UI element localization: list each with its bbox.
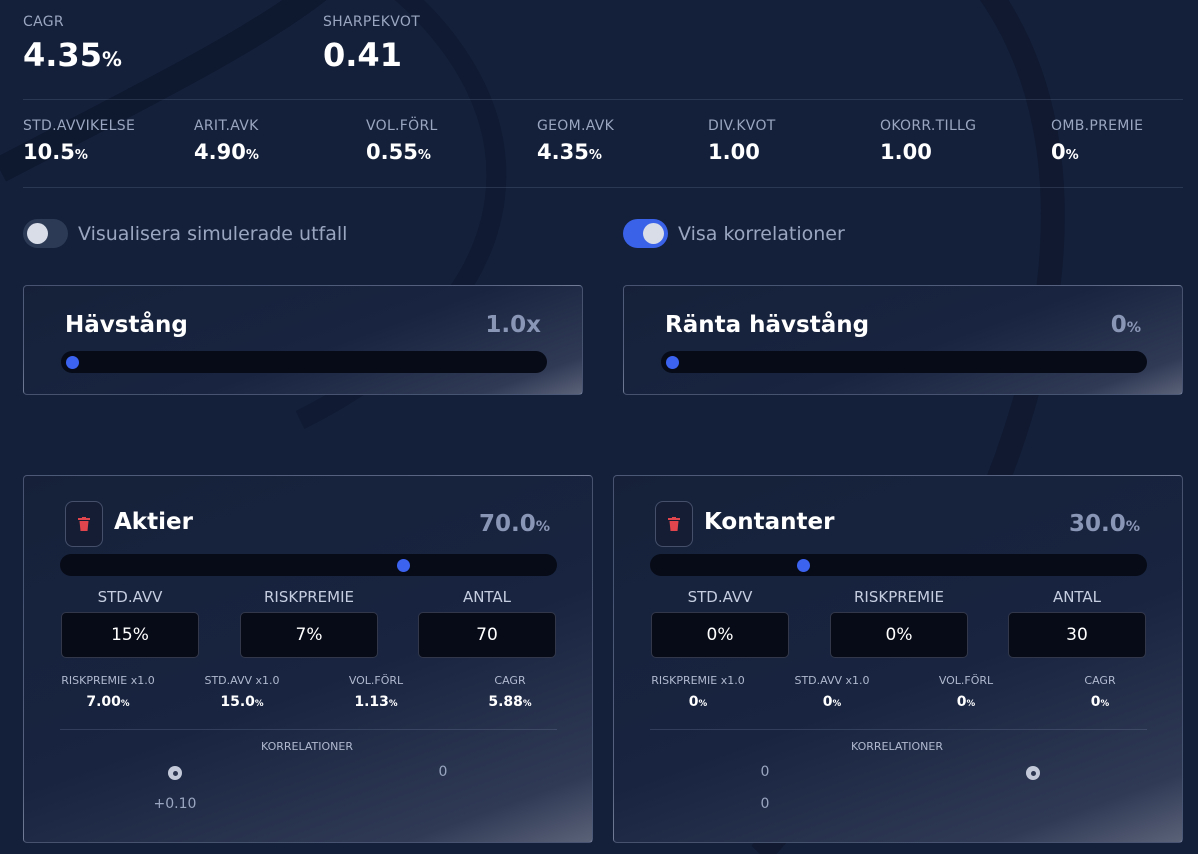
std-column-label: STD.AVV <box>97 588 163 606</box>
correlation-cell[interactable]: 0 <box>760 764 770 780</box>
rate-leverage-title: Ränta hävstång <box>665 312 870 338</box>
derived-value: 0% <box>688 694 708 710</box>
derived-label: STD.AVV x1.0 <box>204 674 280 687</box>
derived-label: CAGR <box>1084 674 1116 687</box>
derived-value: 0% <box>822 694 842 710</box>
derived-value: 0% <box>956 694 976 710</box>
derived-value: 7.00% <box>86 694 130 710</box>
derived-value: 15.0% <box>220 694 264 710</box>
sharpe-value: 0.41 <box>323 36 402 74</box>
correlations-title: KORRELATIONER <box>260 740 353 753</box>
stat-geom: GEOM.AVK 4.35% <box>537 118 615 164</box>
correlations-title: KORRELATIONER <box>850 740 943 753</box>
std-column-label: STD.AVV <box>687 588 753 606</box>
asset-name: Aktier <box>114 509 193 535</box>
rate-leverage-slider[interactable] <box>661 351 1147 373</box>
asset-weight: 70.0% <box>478 511 550 537</box>
derived-label: STD.AVV x1.0 <box>794 674 870 687</box>
asset-name: Kontanter <box>704 509 835 535</box>
count-input[interactable]: 30 <box>1008 612 1146 658</box>
rate-leverage-value: 0% <box>1110 312 1141 338</box>
simulate-toggle-label: Visualisera simulerade utfall <box>78 222 348 245</box>
cagr-label: CAGR <box>23 14 64 30</box>
simulate-toggle-row[interactable]: Visualisera simulerade utfall <box>23 219 347 248</box>
cagr-value: 4.35% <box>23 36 122 74</box>
correlation-self-icon <box>1026 766 1040 780</box>
correlations-toggle-label: Visa korrelationer <box>678 222 845 245</box>
asset-weight: 30.0% <box>1068 511 1140 537</box>
divider <box>60 729 557 730</box>
derived-value: 1.13% <box>354 694 398 710</box>
divider <box>23 99 1183 100</box>
derived-label: VOL.FÖRL <box>938 674 994 687</box>
risk-column-label: RISKPREMIE <box>264 588 354 606</box>
trash-icon <box>668 517 680 531</box>
correlation-cell[interactable]: +0.10 <box>153 796 197 812</box>
derived-value: 5.88% <box>488 694 532 710</box>
stat-std: STD.AVVIKELSE 10.5% <box>23 118 136 164</box>
derived-value: 0% <box>1090 694 1110 710</box>
correlation-self-icon <box>168 766 182 780</box>
simulate-toggle[interactable] <box>23 219 68 248</box>
weight-slider[interactable] <box>60 554 557 576</box>
stat-arit: ARIT.AVK 4.90% <box>194 118 259 164</box>
std-input[interactable]: 15% <box>61 612 199 658</box>
asset-card-kontanter: Kontanter 30.0% STD.AVV RISKPREMIE ANTAL… <box>613 475 1183 843</box>
leverage-value: 1.0x <box>485 312 541 338</box>
rate-leverage-slider-handle[interactable] <box>666 356 679 369</box>
derived-label: CAGR <box>494 674 526 687</box>
count-input[interactable]: 70 <box>418 612 556 658</box>
leverage-slider[interactable] <box>61 351 547 373</box>
sharpe-metric: SHARPEKVOT 0.41 <box>323 14 420 74</box>
asset-card-aktier: Aktier 70.0% STD.AVV RISKPREMIE ANTAL 15… <box>23 475 593 843</box>
risk-premium-input[interactable]: 0% <box>830 612 968 658</box>
stat-okorr: OKORR.TILLG 1.00 <box>880 118 977 164</box>
derived-label: RISKPREMIE x1.0 <box>61 674 155 687</box>
divider <box>23 187 1183 188</box>
delete-asset-button[interactable] <box>65 501 103 547</box>
count-column-label: ANTAL <box>462 588 512 606</box>
stat-vol: VOL.FÖRL 0.55% <box>366 118 438 164</box>
divider <box>650 729 1147 730</box>
leverage-panel: Hävstång 1.0x <box>23 285 583 395</box>
leverage-slider-handle[interactable] <box>66 356 79 369</box>
count-column-label: ANTAL <box>1052 588 1102 606</box>
correlations-toggle-row[interactable]: Visa korrelationer <box>623 219 845 248</box>
cagr-metric: CAGR 4.35% <box>23 14 122 74</box>
correlation-cell[interactable]: 0 <box>760 796 770 812</box>
std-input[interactable]: 0% <box>651 612 789 658</box>
weight-slider-handle[interactable] <box>397 559 410 572</box>
derived-label: VOL.FÖRL <box>348 674 404 687</box>
stat-omb: OMB.PREMIE 0% <box>1051 118 1144 164</box>
sharpe-label: SHARPEKVOT <box>323 14 421 30</box>
risk-column-label: RISKPREMIE <box>854 588 944 606</box>
rate-leverage-panel: Ränta hävstång 0% <box>623 285 1183 395</box>
weight-slider-handle[interactable] <box>797 559 810 572</box>
weight-slider[interactable] <box>650 554 1147 576</box>
correlations-toggle[interactable] <box>623 219 668 248</box>
risk-premium-input[interactable]: 7% <box>240 612 378 658</box>
delete-asset-button[interactable] <box>655 501 693 547</box>
stat-div: DIV.KVOT 1.00 <box>708 118 776 164</box>
leverage-title: Hävstång <box>65 312 188 338</box>
trash-icon <box>78 517 90 531</box>
correlation-cell[interactable]: 0 <box>438 764 448 780</box>
derived-label: RISKPREMIE x1.0 <box>651 674 745 687</box>
